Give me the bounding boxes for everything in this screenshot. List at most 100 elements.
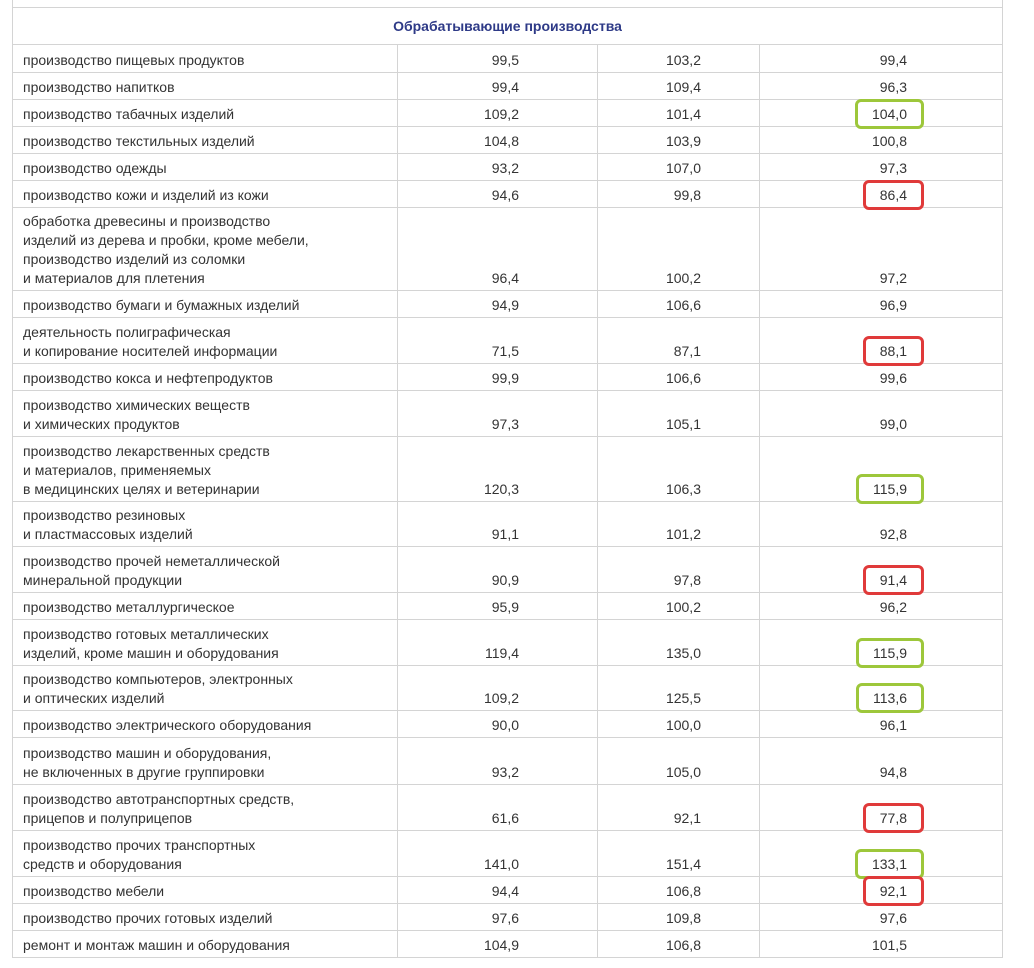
value-cell: 91,4 — [760, 547, 1003, 595]
row-label: производство электрического оборудования — [12, 711, 398, 738]
row-label: производство мебели — [12, 877, 398, 904]
value-cell: 90,0 — [398, 711, 598, 738]
value-cell: 125,5 — [598, 666, 760, 711]
highlighted-value: 104,0 — [854, 99, 924, 129]
value-cell: 90,9 — [398, 547, 598, 593]
row-label: деятельность полиграфическая и копирован… — [12, 318, 398, 364]
highlighted-value: 91,4 — [862, 565, 924, 595]
value-cell: 115,9 — [760, 620, 1003, 668]
value-cell: 133,1 — [760, 831, 1003, 879]
row-label: производство готовых металлических издел… — [12, 620, 398, 666]
row-label: производство текстильных изделий — [12, 127, 398, 154]
value-cell: 97,8 — [598, 547, 760, 593]
highlighted-value: 113,6 — [856, 683, 924, 713]
row-label: ремонт и монтаж машин и оборудования — [12, 931, 398, 958]
value-cell: 94,9 — [398, 291, 598, 318]
highlighted-value: 92,1 — [862, 876, 924, 906]
value-cell: 106,8 — [598, 931, 760, 958]
highlighted-value: 115,9 — [856, 638, 924, 668]
value-cell: 92,1 — [760, 876, 1003, 906]
value-cell: 107,0 — [598, 154, 760, 181]
highlighted-value: 88,1 — [862, 336, 924, 366]
value-cell: 100,2 — [598, 208, 760, 291]
value-cell: 109,8 — [598, 904, 760, 931]
value-cell: 77,8 — [760, 785, 1003, 833]
row-label: производство бумаги и бумажных изделий — [12, 291, 398, 318]
value-cell: 100,8 — [760, 127, 1003, 154]
row-label: производство прочих транспортных средств… — [12, 831, 398, 877]
value-cell: 106,3 — [598, 437, 760, 502]
row-label: производство машин и оборудования, не вк… — [12, 738, 398, 785]
value-cell: 101,5 — [760, 931, 1003, 958]
value-cell: 101,2 — [598, 502, 760, 547]
row-label: производство металлургическое — [12, 593, 398, 620]
cut-row — [12, 0, 1003, 8]
row-label: производство резиновых и пластмассовых и… — [12, 502, 398, 547]
highlighted-value: 115,9 — [856, 474, 924, 504]
value-cell: 97,6 — [760, 904, 1003, 931]
value-cell: 96,9 — [760, 291, 1003, 318]
row-label: производство напитков — [12, 73, 398, 100]
value-cell: 105,1 — [598, 391, 760, 437]
value-cell: 92,8 — [760, 502, 1003, 547]
value-cell: 103,9 — [598, 127, 760, 154]
row-label: производство табачных изделий — [12, 100, 398, 127]
value-cell: 97,6 — [398, 904, 598, 931]
value-cell: 96,1 — [760, 711, 1003, 738]
value-cell: 99,4 — [398, 73, 598, 100]
value-cell: 61,6 — [398, 785, 598, 831]
value-cell: 88,1 — [760, 318, 1003, 366]
value-cell: 99,6 — [760, 364, 1003, 391]
value-cell: 99,9 — [398, 364, 598, 391]
value-cell: 93,2 — [398, 154, 598, 181]
row-label: производство кожи и изделий из кожи — [12, 181, 398, 208]
value-cell: 105,0 — [598, 738, 760, 785]
value-cell: 115,9 — [760, 437, 1003, 504]
row-label: производство пищевых продуктов — [12, 45, 398, 73]
value-cell: 97,3 — [760, 154, 1003, 181]
row-label: производство лекарственных средств и мат… — [12, 437, 398, 502]
value-cell: 151,4 — [598, 831, 760, 877]
value-cell: 113,6 — [760, 666, 1003, 713]
value-cell: 97,2 — [760, 208, 1003, 291]
value-cell: 109,4 — [598, 73, 760, 100]
value-cell: 120,3 — [398, 437, 598, 502]
value-cell: 135,0 — [598, 620, 760, 666]
row-label: обработка древесины и производство издел… — [12, 208, 398, 291]
value-cell: 92,1 — [598, 785, 760, 831]
value-cell: 103,2 — [598, 45, 760, 73]
value-cell: 96,3 — [760, 73, 1003, 100]
value-cell: 95,9 — [398, 593, 598, 620]
value-cell: 91,1 — [398, 502, 598, 547]
value-cell: 97,3 — [398, 391, 598, 437]
highlighted-value: 77,8 — [862, 803, 924, 833]
value-cell: 94,4 — [398, 877, 598, 904]
value-cell: 101,4 — [598, 100, 760, 127]
value-cell: 71,5 — [398, 318, 598, 364]
value-cell: 96,2 — [760, 593, 1003, 620]
value-cell: 99,0 — [760, 391, 1003, 437]
value-cell: 106,6 — [598, 364, 760, 391]
row-label: производство компьютеров, электронных и … — [12, 666, 398, 711]
highlighted-value: 86,4 — [862, 180, 924, 210]
value-cell: 109,2 — [398, 666, 598, 711]
value-cell: 141,0 — [398, 831, 598, 877]
value-cell: 87,1 — [598, 318, 760, 364]
value-cell: 104,9 — [398, 931, 598, 958]
value-cell: 106,6 — [598, 291, 760, 318]
value-cell: 99,5 — [398, 45, 598, 73]
value-cell: 104,0 — [760, 99, 1003, 129]
row-label: производство одежды — [12, 154, 398, 181]
row-label: производство химических веществ и химиче… — [12, 391, 398, 437]
value-cell: 94,8 — [760, 738, 1003, 785]
row-label: производство прочих готовых изделий — [12, 904, 398, 931]
value-cell: 93,2 — [398, 738, 598, 785]
value-cell: 86,4 — [760, 180, 1003, 210]
value-cell: 109,2 — [398, 100, 598, 127]
highlighted-value: 133,1 — [854, 849, 924, 879]
row-label: производство автотранспортных средств, п… — [12, 785, 398, 831]
value-cell: 94,6 — [398, 181, 598, 208]
value-cell: 104,8 — [398, 127, 598, 154]
value-cell: 96,4 — [398, 208, 598, 291]
